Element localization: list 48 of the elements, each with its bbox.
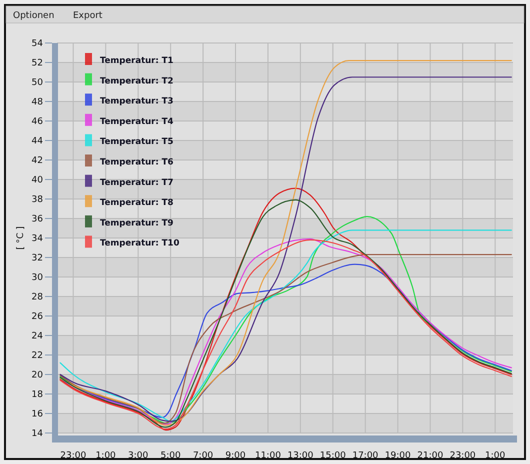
x-tick-label: 21:00	[417, 451, 444, 461]
x-tick-label: 19:00	[384, 451, 412, 461]
x-tick-label: 23:00	[60, 451, 86, 461]
y-axis-title: [ °C ]	[16, 226, 26, 250]
text: Export	[73, 11, 103, 21]
legend-label: Temperatur: T3	[100, 96, 174, 107]
x-tick-label: 23:00	[450, 451, 476, 461]
legend-label: Temperatur: T1	[100, 56, 174, 66]
x-tick-label: 17:00	[352, 451, 379, 461]
y-tick-label: 40	[32, 176, 44, 186]
legend-label: Temperatur: T7	[100, 178, 174, 188]
y-tick-label: 52	[32, 58, 43, 68]
y-tick-label: 20	[32, 370, 44, 380]
x-tick-label: 1:00	[485, 451, 506, 461]
x-tick-label: 3:00	[128, 451, 149, 461]
legend-label: Temperatur: T9	[100, 218, 174, 228]
x-tick-label: 1:00	[96, 451, 116, 461]
x-tick-label: 13:00	[287, 451, 314, 461]
y-tick-label: 50	[32, 78, 44, 88]
y-tick-label: 44	[32, 136, 44, 146]
x-tick-label: 11:00	[254, 451, 282, 461]
legend-label: Temperatur: T8	[100, 198, 174, 208]
y-tick-label: 30	[32, 273, 44, 283]
legend-label: Temperatur: T5	[100, 137, 174, 148]
y-tick-label: 34	[32, 234, 44, 244]
y-tick-label: 32	[32, 254, 43, 264]
y-tick-label: 18	[32, 390, 44, 400]
y-tick-label: 48	[32, 98, 44, 108]
legend-label: Temperatur: T10	[100, 238, 180, 249]
x-tick-label: 15:00	[320, 451, 346, 461]
y-tick-label: 36	[32, 214, 44, 224]
legend-label: Temperatur: T4	[100, 116, 174, 127]
y-tick-label: 24	[32, 332, 44, 342]
y-tick-label: 26	[32, 312, 44, 322]
y-tick-label: 42	[32, 156, 43, 166]
x-tick-label: 7:00	[192, 451, 214, 461]
y-tick-label: 14	[32, 429, 44, 439]
y-tick-label: 28	[32, 292, 44, 302]
legend-label: Temperatur: T6	[100, 158, 174, 168]
x-tick-label: 9:00	[225, 451, 246, 461]
y-tick-label: 54	[32, 39, 44, 49]
x-tick-label: 5:00	[160, 451, 181, 461]
text: Optionen	[13, 11, 54, 21]
y-tick-label: 16	[32, 410, 44, 420]
y-tick-label: 46	[32, 117, 44, 127]
legend-label: Temperatur: T2	[100, 76, 174, 86]
y-tick-label: 22	[32, 351, 43, 361]
y-tick-label: 38	[32, 195, 44, 205]
